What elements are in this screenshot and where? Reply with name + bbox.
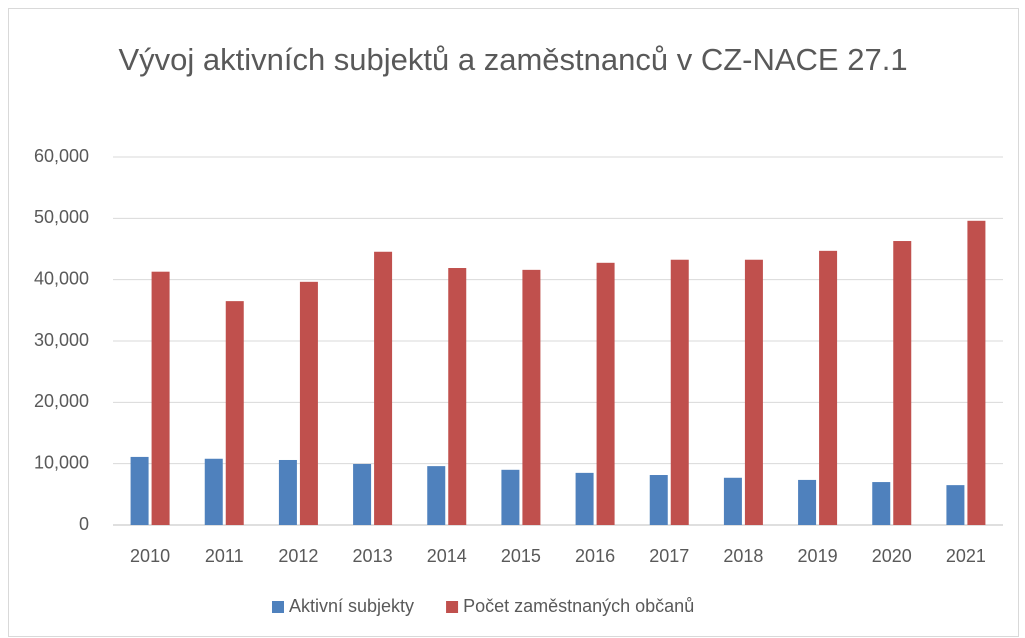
bar bbox=[278, 459, 297, 525]
bar bbox=[204, 458, 223, 525]
legend-swatch bbox=[446, 601, 459, 613]
bar bbox=[649, 475, 668, 525]
y-tick-label: 10,000 bbox=[34, 452, 89, 472]
bar bbox=[427, 466, 446, 525]
y-tick-label: 30,000 bbox=[34, 330, 89, 350]
y-tick-label: 0 bbox=[79, 514, 89, 534]
chart-border bbox=[8, 8, 1019, 637]
bar bbox=[448, 268, 467, 525]
bar bbox=[946, 485, 965, 525]
y-tick-label: 60,000 bbox=[34, 146, 89, 166]
bar bbox=[501, 469, 520, 525]
bar bbox=[596, 262, 615, 525]
x-tick-label: 2015 bbox=[501, 546, 541, 566]
chart-title: Vývoj aktivních subjektů a zaměstnanců v… bbox=[118, 42, 908, 77]
x-tick-label: 2021 bbox=[946, 546, 986, 566]
bar bbox=[723, 477, 742, 525]
bar bbox=[872, 482, 891, 525]
bar bbox=[744, 259, 763, 525]
x-tick-label: 2016 bbox=[575, 546, 615, 566]
bar bbox=[299, 281, 318, 525]
bar bbox=[967, 220, 986, 525]
x-tick-label: 2012 bbox=[278, 546, 318, 566]
legend-label: Aktivní subjekty bbox=[289, 596, 414, 616]
x-tick-label: 2017 bbox=[649, 546, 689, 566]
bar bbox=[151, 271, 170, 525]
bar bbox=[575, 472, 594, 525]
bar bbox=[130, 456, 149, 525]
x-tick-label: 2011 bbox=[205, 546, 244, 566]
legend-label: Počet zaměstnaných občanů bbox=[463, 596, 694, 616]
bar bbox=[522, 269, 541, 525]
y-tick-label: 40,000 bbox=[34, 268, 89, 288]
bar bbox=[670, 259, 689, 525]
bar bbox=[353, 463, 372, 525]
bar bbox=[374, 251, 393, 525]
bar bbox=[819, 250, 838, 525]
x-tick-label: 2018 bbox=[723, 546, 763, 566]
x-tick-label: 2019 bbox=[798, 546, 838, 566]
legend-swatch bbox=[272, 601, 284, 613]
y-tick-label: 20,000 bbox=[34, 391, 89, 411]
x-tick-label: 2020 bbox=[872, 546, 912, 566]
x-tick-label: 2010 bbox=[130, 546, 170, 566]
y-tick-label: 50,000 bbox=[34, 207, 89, 227]
x-tick-label: 2013 bbox=[353, 546, 393, 566]
bar bbox=[893, 241, 912, 525]
bar bbox=[225, 301, 244, 525]
bar bbox=[798, 479, 817, 525]
x-tick-label: 2014 bbox=[427, 546, 467, 566]
